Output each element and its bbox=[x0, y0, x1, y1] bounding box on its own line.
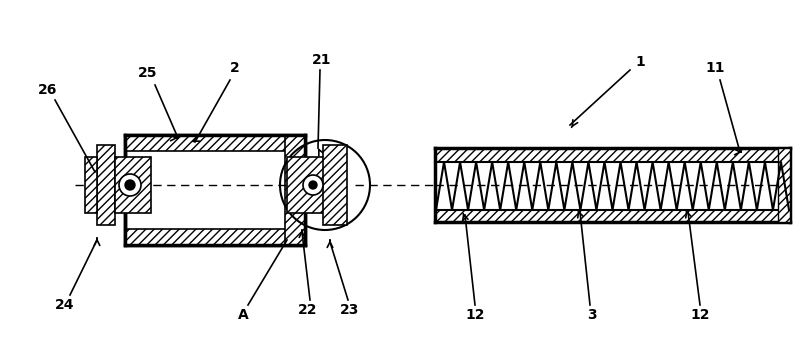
Bar bbox=[285, 135, 305, 245]
Bar bbox=[125, 229, 305, 245]
Text: 23: 23 bbox=[340, 303, 360, 317]
Text: 21: 21 bbox=[312, 53, 332, 67]
Circle shape bbox=[303, 175, 323, 195]
Text: 11: 11 bbox=[706, 61, 725, 75]
Text: 12: 12 bbox=[690, 308, 710, 322]
Bar bbox=[97, 145, 115, 225]
Text: 24: 24 bbox=[55, 298, 74, 312]
Text: A: A bbox=[238, 308, 248, 322]
Text: 25: 25 bbox=[138, 66, 158, 80]
Bar bbox=[778, 148, 790, 222]
Text: 26: 26 bbox=[38, 83, 58, 97]
Text: 22: 22 bbox=[298, 303, 318, 317]
Bar bbox=[125, 135, 305, 151]
Circle shape bbox=[309, 181, 317, 189]
Circle shape bbox=[125, 180, 135, 190]
Text: 2: 2 bbox=[230, 61, 240, 75]
Bar bbox=[435, 210, 790, 222]
Text: 1: 1 bbox=[635, 55, 645, 69]
Text: 12: 12 bbox=[466, 308, 485, 322]
Circle shape bbox=[119, 174, 141, 196]
Bar bbox=[323, 145, 347, 225]
Bar bbox=[115, 157, 151, 213]
Bar bbox=[435, 148, 790, 162]
Bar bbox=[125, 135, 305, 245]
Bar bbox=[287, 157, 325, 213]
Text: 3: 3 bbox=[587, 308, 597, 322]
Bar bbox=[85, 157, 97, 213]
